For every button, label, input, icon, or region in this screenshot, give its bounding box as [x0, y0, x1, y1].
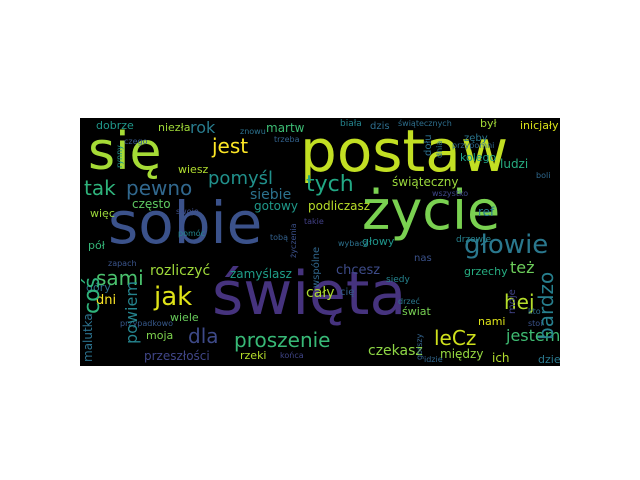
word: jak [154, 282, 193, 312]
word: drzeć [398, 297, 420, 306]
word: trzeba [274, 135, 300, 144]
word: często [132, 197, 171, 211]
word: tych [306, 172, 354, 197]
word: wiele [170, 311, 199, 324]
word: dni [96, 293, 117, 308]
word: znowu [240, 127, 266, 136]
word: przypadkowo [120, 319, 174, 328]
word: świat [402, 305, 431, 318]
word: gotowy [254, 199, 298, 213]
word: świąteczny [392, 175, 459, 189]
word: nami [478, 315, 506, 328]
word: świątecznych [398, 119, 452, 128]
word: sami [96, 266, 144, 290]
word: hej [504, 290, 535, 314]
word: bardzo [534, 271, 558, 340]
word: tak [84, 176, 116, 200]
word: idzie [424, 355, 443, 364]
word: siebie [250, 187, 292, 203]
word: sobie [108, 189, 263, 257]
word: proszenie [234, 328, 331, 352]
word: podliczasz [308, 199, 371, 213]
word: swoje [176, 207, 199, 216]
word: czego [124, 137, 148, 146]
word: ich [492, 351, 510, 365]
word: przypomni [452, 141, 495, 150]
word: święta [212, 259, 407, 329]
word-cloud-panel: postaw się życie sobie święta głowie jes… [80, 118, 560, 366]
word: leCz [434, 326, 477, 350]
word: inicjały [520, 119, 559, 132]
word: ref [478, 205, 495, 219]
word: zapach [108, 259, 137, 268]
word: stoi [528, 319, 543, 328]
word: ludzi [500, 157, 529, 171]
word: wszystko [432, 189, 469, 198]
word: też [510, 258, 535, 277]
word: głowy [362, 235, 395, 248]
word: pół [88, 239, 105, 252]
word: moja [146, 329, 174, 342]
word: dobrze [96, 119, 134, 132]
word: chcesz [336, 263, 381, 278]
word: boli [536, 171, 551, 180]
word: kto [528, 307, 541, 316]
word: pomóc [178, 229, 206, 238]
word: jestem [506, 326, 560, 345]
word: między [440, 347, 484, 361]
word: wspólne [311, 246, 322, 288]
word: rozliczyć [150, 263, 211, 279]
word: biała [340, 119, 362, 129]
word: pewno [126, 176, 193, 200]
word: cały [306, 285, 335, 301]
word: moje [507, 289, 518, 314]
word: góry [86, 281, 111, 294]
word: dzis [370, 121, 390, 132]
word: gorszy [415, 333, 424, 360]
word: dla [188, 324, 219, 348]
word: wiesz [178, 163, 209, 176]
word: się [88, 122, 162, 182]
word: pomyśl [208, 168, 274, 189]
word: rynny [115, 145, 124, 168]
word: wybacz [338, 239, 368, 248]
word: więc [90, 207, 115, 220]
word: dnia [435, 140, 444, 158]
word: kolego [460, 151, 497, 164]
word: był [480, 118, 497, 130]
word: takie [304, 217, 324, 226]
word: grzechy [464, 265, 508, 278]
word: głowie [464, 230, 549, 260]
word: cię [340, 287, 355, 298]
word: dołu [423, 134, 434, 156]
word: życzenia [289, 223, 298, 258]
word: zamyślasz [230, 267, 292, 281]
word: nas [414, 253, 432, 264]
word: drzewie [456, 235, 492, 245]
word: niezła [158, 121, 191, 134]
word: coś [80, 276, 105, 314]
word: malutka [81, 313, 95, 362]
word: tobą [270, 233, 289, 242]
word: zęby [464, 133, 488, 144]
word: jest [212, 134, 249, 158]
word: siedy [386, 275, 410, 285]
word: postaw [300, 118, 509, 185]
word: życie [362, 179, 501, 242]
word: końca [280, 351, 304, 360]
word: rok [190, 118, 216, 137]
word: dzien [538, 353, 560, 366]
word: rzeki [240, 349, 267, 362]
word: martw [266, 121, 305, 135]
word: powiem [122, 281, 141, 344]
word: czekasz [368, 343, 423, 359]
word: przeszłości [144, 349, 210, 363]
